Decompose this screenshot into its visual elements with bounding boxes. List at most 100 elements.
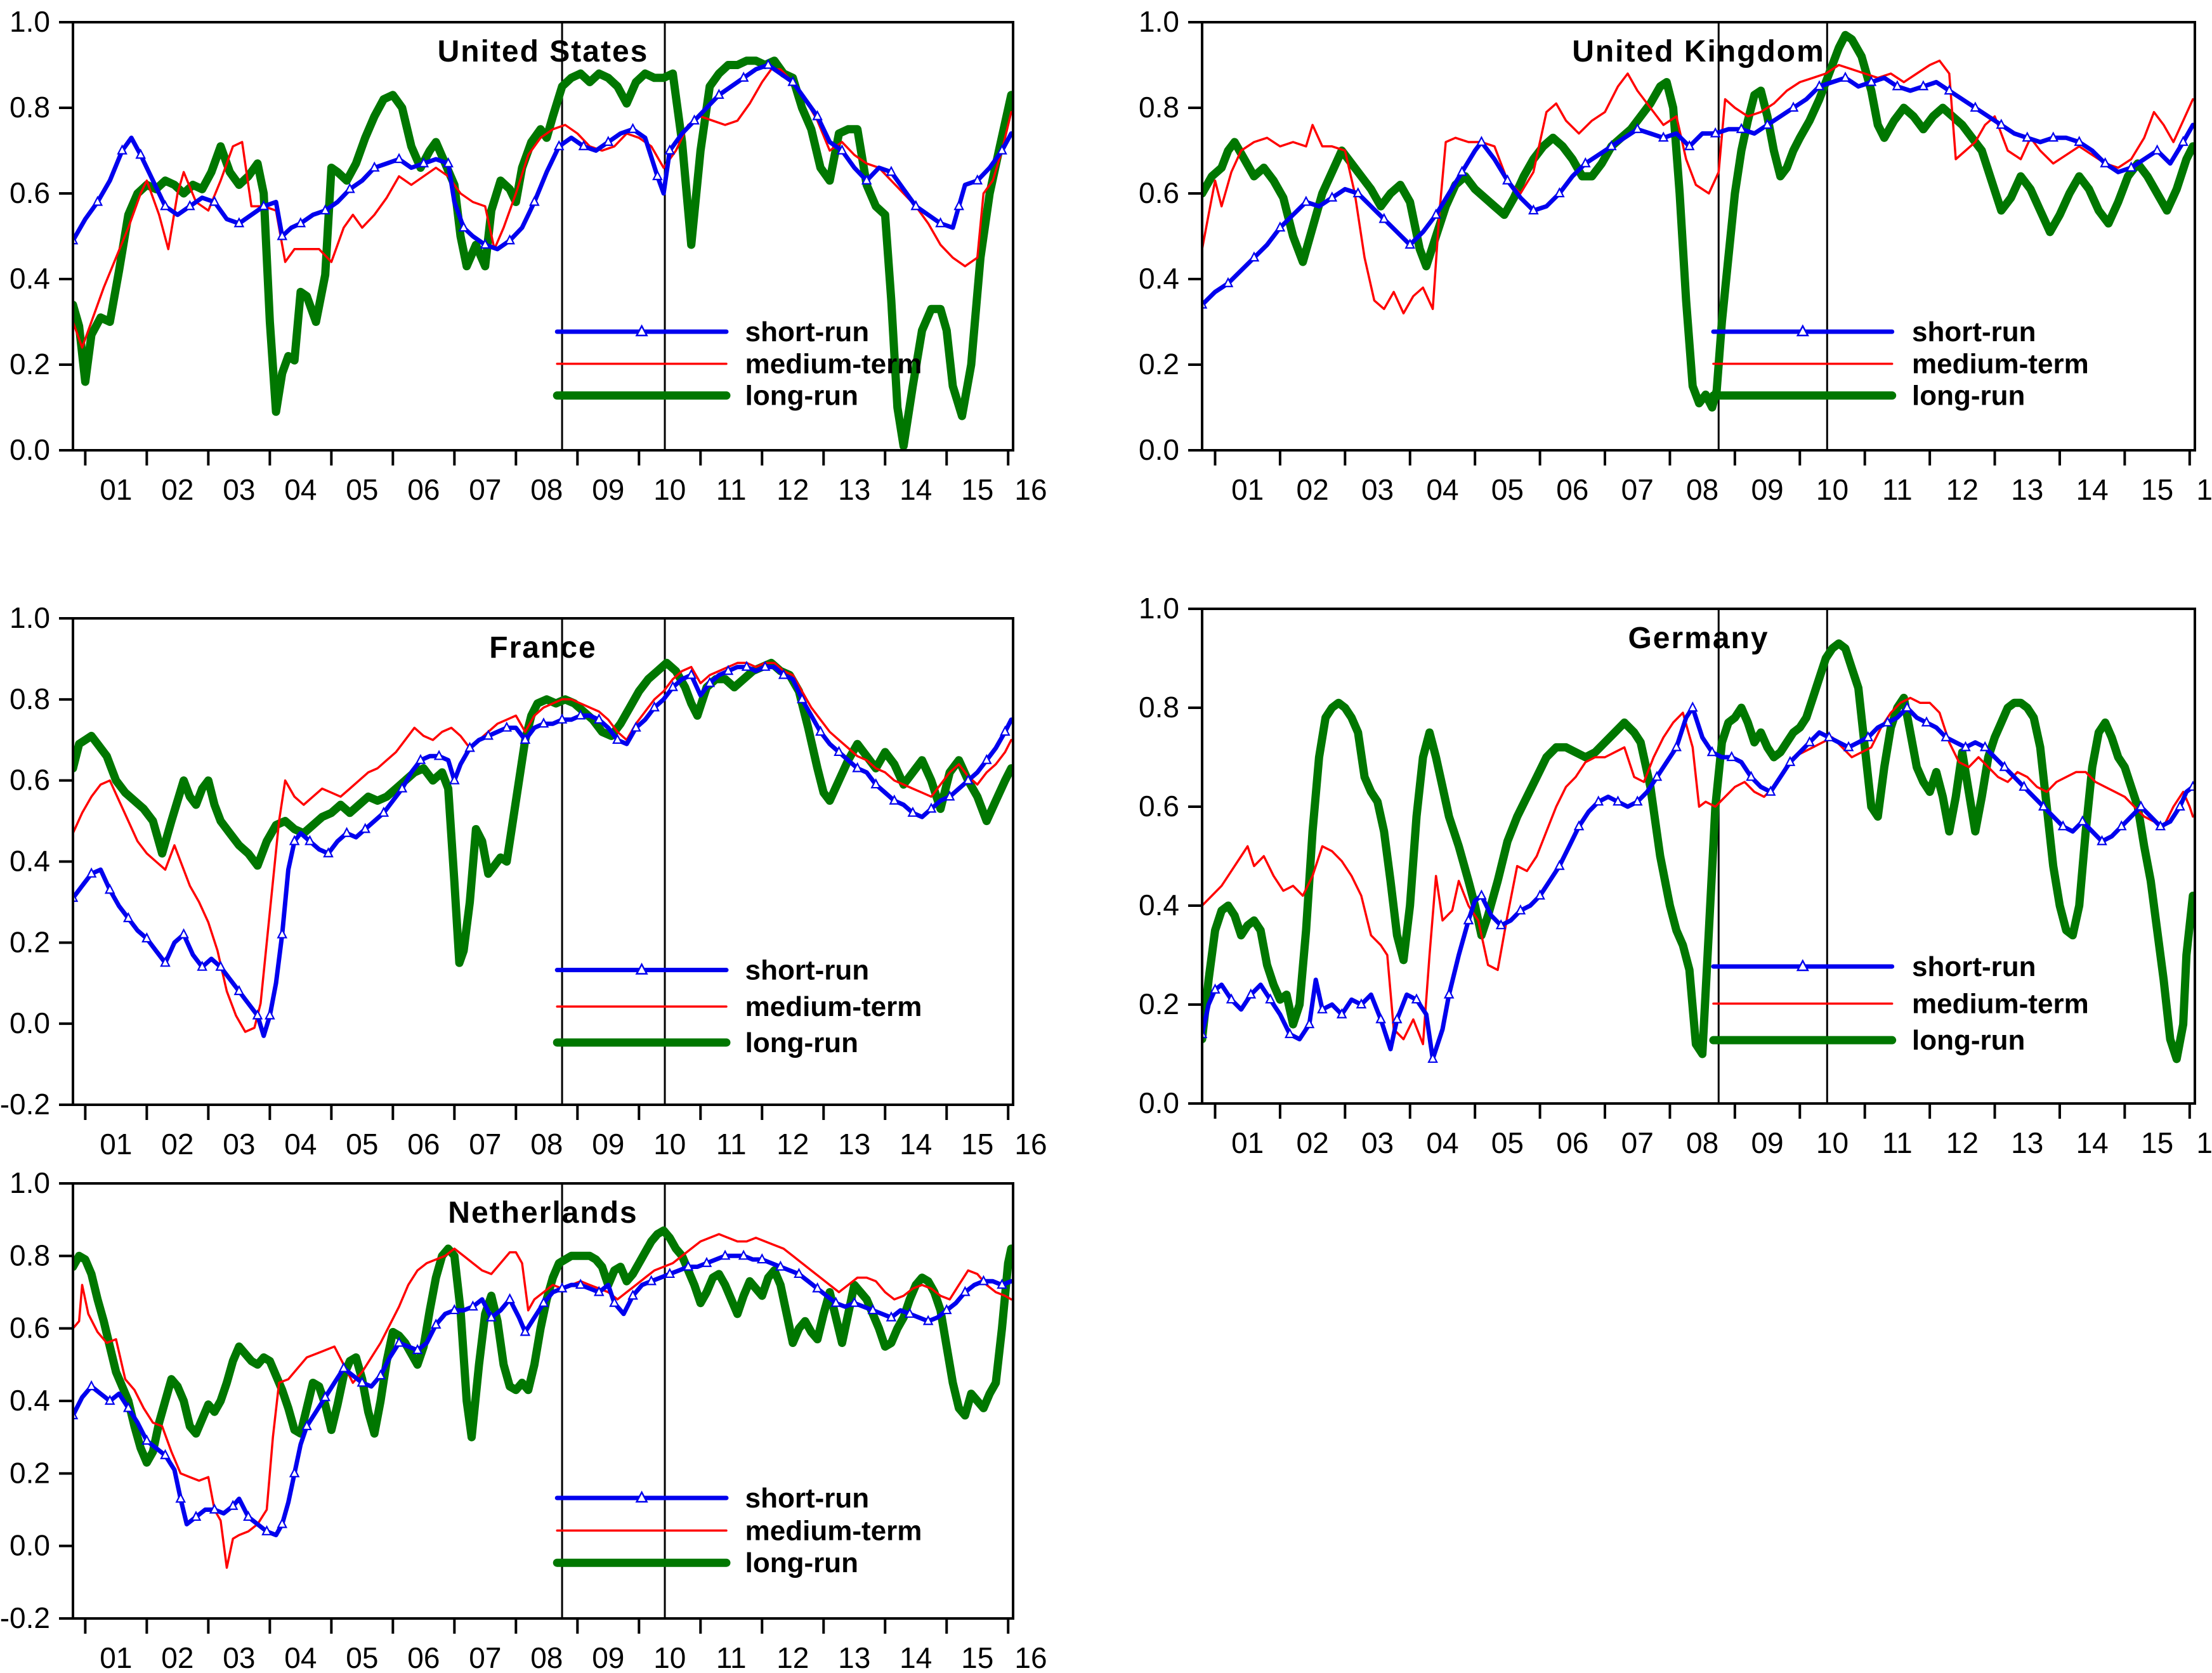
triangle-marker [972, 174, 983, 185]
triangle-marker [1326, 191, 1338, 202]
triangle-marker [1336, 1008, 1347, 1019]
x-axis-label: 12 [776, 1641, 809, 1670]
x-axis-label: 11 [716, 1128, 747, 1161]
triangle-marker [667, 680, 678, 691]
triangle-marker [2126, 161, 2137, 172]
panel-united-kingdom: 1.0 0.8 0.6 0.4 0.2 0.0 01 02 03 04 05 06 07 08 09 10 11… [1139, 5, 2212, 506]
x-axis-label: 12 [1946, 473, 1979, 506]
x-axis-label: 13 [2011, 1126, 2043, 1159]
long-run-line [1202, 30, 2195, 412]
triangle-marker [812, 110, 823, 120]
x-axis-label: 04 [1426, 473, 1458, 506]
triangle-marker [175, 1492, 187, 1503]
triangle-marker [104, 883, 115, 894]
triangle-marker [1901, 701, 1913, 712]
triangle-marker [369, 161, 380, 172]
triangle-marker [412, 1344, 423, 1355]
triangle-marker [756, 1253, 768, 1264]
triangle-marker [277, 1518, 288, 1528]
triangle-marker [141, 1434, 152, 1445]
series-group [73, 658, 1013, 1038]
triangle-marker [852, 762, 863, 772]
triangle-marker [1651, 771, 1663, 781]
triangle-marker [1882, 716, 1893, 727]
x-axis-label: 10 [653, 1128, 686, 1161]
triangle-marker [2074, 136, 2085, 146]
x-axis-label: 03 [223, 1641, 255, 1670]
triangle-marker [609, 1296, 620, 1307]
medium-term-line [1202, 59, 2194, 315]
x-axis-label: 05 [346, 473, 378, 506]
triangle-marker [277, 928, 288, 939]
plot-border [72, 21, 1014, 452]
triangle-marker [886, 1311, 897, 1322]
triangle-marker [738, 1249, 749, 1260]
triangle-marker [1814, 80, 1825, 91]
triangle-marker [1300, 195, 1312, 206]
x-axis-label: 09 [592, 473, 624, 506]
triangle-marker [593, 713, 605, 724]
x-axis-label: 12 [776, 1128, 809, 1161]
y-axis-label: 1.0 [10, 1166, 50, 1199]
triangle-marker [714, 88, 724, 99]
panel-title: Netherlands [448, 1196, 638, 1230]
triangle-marker [341, 826, 352, 837]
triangle-marker [1940, 731, 1952, 741]
triangle-marker [304, 835, 315, 845]
triangle-marker [649, 701, 660, 712]
x-axis-label: 08 [530, 473, 563, 506]
y-axis-label: 0.4 [10, 262, 50, 295]
y-axis-label: 0.6 [10, 764, 50, 797]
triangle-marker [787, 75, 799, 86]
legend-triangle-marker [635, 1490, 648, 1503]
legend-label: short-run [745, 1483, 870, 1514]
legend-label: short-run [745, 316, 870, 348]
x-axis-label: 01 [1231, 1126, 1264, 1159]
triangle-marker [997, 1279, 1007, 1289]
x-axis-label: 05 [346, 1641, 378, 1670]
triangle-marker [1528, 204, 1539, 215]
long-run-line [1202, 639, 2195, 1064]
x-axis-label: 01 [100, 1128, 132, 1161]
short-run-line [73, 63, 1013, 252]
triangle-marker [86, 1380, 97, 1391]
triangle-marker [357, 1376, 368, 1387]
triangle-marker [683, 1260, 694, 1271]
x-axis-label: 07 [469, 1641, 501, 1670]
triangle-marker [741, 660, 752, 671]
triangle-marker [135, 148, 146, 159]
y-axis-label: 0.6 [1139, 176, 1179, 209]
triangle-marker [418, 157, 429, 167]
triangle-marker [233, 985, 245, 996]
y-axis-label: 1.0 [10, 5, 50, 38]
triangle-marker [1684, 140, 1695, 150]
triangle-marker [504, 1293, 515, 1304]
x-axis-label: 14 [2076, 473, 2109, 506]
triangle-marker [1960, 741, 1971, 752]
x-axis-label: 15 [2141, 473, 2173, 506]
plot-border [72, 1182, 1014, 1620]
triangle-marker [141, 932, 152, 943]
triangle-marker [759, 660, 771, 671]
y-axis-label: 0.8 [10, 1239, 50, 1272]
triangle-marker [215, 960, 226, 971]
triangle-marker [627, 1289, 638, 1300]
triangle-marker [468, 1300, 478, 1311]
x-axis-label: 05 [1491, 473, 1524, 506]
triangle-marker [1430, 208, 1442, 219]
triangle-marker [1921, 716, 1932, 727]
triangle-marker [701, 1256, 712, 1267]
triangle-marker [1746, 771, 1757, 781]
triangle-marker [538, 717, 549, 728]
triangle-marker [2022, 131, 2033, 142]
triangle-marker [575, 1279, 586, 1289]
triangle-marker [867, 1304, 879, 1315]
legend-label: short-run [745, 955, 870, 986]
triangle-marker [2178, 136, 2189, 146]
triangle-marker [252, 1009, 263, 1020]
x-axis-label: 02 [1297, 473, 1329, 506]
y-axis-label: 0.0 [10, 433, 50, 466]
triangle-marker [483, 729, 494, 740]
x-axis-label: 07 [1621, 473, 1654, 506]
legend-label: short-run [1912, 316, 2036, 348]
